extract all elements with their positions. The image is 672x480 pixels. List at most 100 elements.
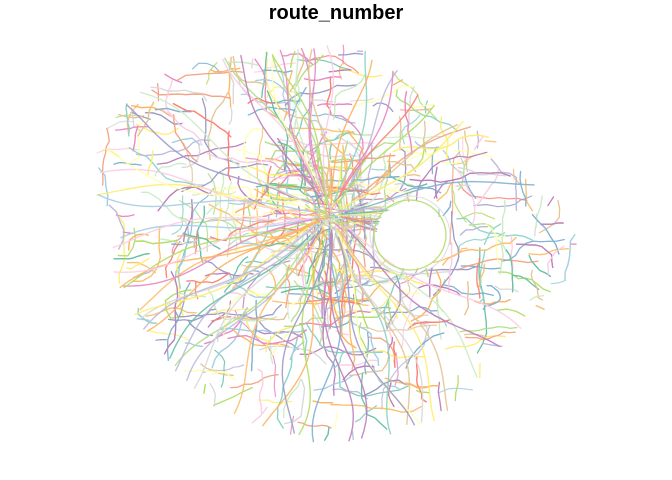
route-line: [206, 151, 289, 164]
route-line: [312, 400, 334, 404]
route-line: [293, 280, 324, 346]
route-line: [112, 216, 302, 249]
route-line: [515, 243, 554, 268]
route-line: [257, 368, 264, 415]
route-line: [193, 223, 324, 389]
route-line: [348, 185, 400, 224]
route-line: [343, 285, 381, 303]
route-line: [484, 140, 497, 143]
route-line: [393, 72, 438, 120]
route-line: [317, 270, 355, 283]
route-line: [333, 73, 366, 120]
route-line: [165, 80, 175, 118]
route-line: [273, 99, 308, 120]
route-line: [343, 276, 356, 370]
route-line: [297, 421, 332, 429]
route-line: [206, 151, 289, 164]
route-line: [309, 48, 326, 196]
route-line: [177, 70, 244, 81]
route-line: [186, 272, 230, 284]
route-line: [440, 116, 449, 162]
route-line: [156, 141, 247, 165]
route-line: [490, 158, 518, 211]
route-line: [285, 266, 290, 320]
route-line: [547, 196, 555, 207]
route-line: [243, 127, 261, 182]
route-line: [271, 53, 323, 193]
route-line: [334, 232, 392, 435]
route-line: [375, 153, 391, 186]
route-line: [160, 238, 199, 245]
route-line: [330, 277, 357, 349]
route-line: [297, 245, 315, 302]
route-line: [228, 107, 233, 125]
route-line: [347, 180, 535, 213]
route-line: [233, 312, 288, 321]
route-line: [313, 313, 323, 341]
route-line: [233, 227, 324, 414]
route-line: [311, 226, 342, 443]
route-line: [280, 68, 288, 121]
route-line: [265, 326, 295, 352]
route-line: [279, 49, 321, 195]
route-line: [239, 198, 246, 243]
route-line: [230, 374, 279, 389]
route-line: [161, 109, 203, 146]
route-line: [224, 256, 249, 293]
route-line: [209, 383, 216, 407]
route-line: [403, 383, 440, 389]
route-line: [428, 267, 433, 298]
route-line: [456, 217, 533, 241]
route-line: [140, 191, 189, 227]
route-line: [105, 148, 315, 211]
route-line: [113, 253, 150, 260]
route-line: [173, 307, 216, 318]
route-line: [334, 350, 346, 369]
route-line: [194, 231, 198, 255]
route-line: [464, 176, 477, 199]
route-line: [323, 272, 345, 312]
route-line: [187, 319, 213, 337]
route-line: [528, 254, 552, 277]
route-line: [256, 127, 264, 187]
route-line: [154, 107, 192, 113]
route-line: [340, 216, 372, 225]
route-line: [307, 213, 326, 219]
route-line: [135, 139, 211, 157]
route-line: [337, 359, 378, 366]
route-line: [312, 99, 334, 103]
route-line: [186, 234, 317, 382]
route-line: [227, 130, 231, 181]
route-line: [232, 201, 300, 218]
route-line: [166, 282, 191, 361]
route-line: [476, 257, 481, 299]
route-line: [307, 150, 358, 158]
route-line: [519, 170, 527, 207]
route-line: [150, 86, 208, 102]
route-line: [227, 61, 259, 66]
route-line: [140, 222, 319, 319]
route-line: [271, 149, 310, 159]
route-line: [304, 76, 342, 81]
route-line: [341, 239, 357, 317]
route-line: [171, 137, 201, 146]
route-line: [433, 211, 460, 296]
route-line: [529, 295, 545, 301]
route-line: [349, 220, 380, 223]
route-line: [140, 191, 189, 227]
route-line: [322, 294, 336, 396]
route-line: [334, 411, 338, 429]
route-line: [247, 216, 292, 231]
route-line: [451, 186, 467, 223]
route-line: [144, 112, 183, 125]
route-line: [497, 271, 551, 293]
route-line: [485, 223, 500, 265]
route-line: [347, 229, 501, 348]
route-line: [174, 224, 322, 367]
route-line: [442, 200, 452, 217]
route-line: [392, 134, 489, 153]
route-line: [409, 103, 435, 108]
route-line: [373, 199, 447, 271]
route-line: [354, 124, 458, 202]
